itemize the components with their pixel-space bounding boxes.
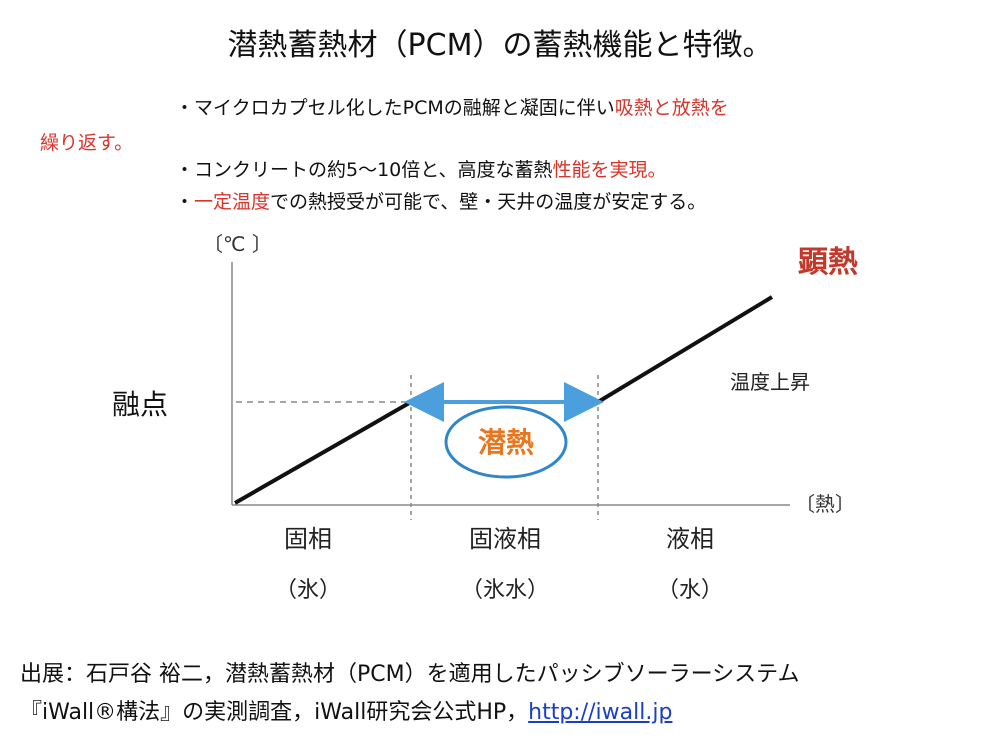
phase-solid-liquid-example: （氷水） bbox=[461, 578, 549, 603]
phase-solid-liquid: 固液相 bbox=[469, 525, 541, 553]
bullet-2: ・コンクリートの約5～10倍と、高度な蓄熱性能を実現。 bbox=[175, 155, 667, 182]
source-link[interactable]: http://iwall.jp bbox=[528, 700, 673, 725]
source-citation: 『iWall®構法』の実測調査，iWall研究会公式HP， bbox=[20, 700, 529, 725]
x-axis-unit: 〔熱〕 bbox=[795, 492, 855, 516]
bullet-2-text: ・コンクリートの約5～10倍と、高度な蓄熱 bbox=[175, 159, 553, 181]
bullet-3-marker: ・ bbox=[175, 191, 195, 213]
bullet-3-text: での熱授受が可能で、壁・天井の温度が安定する。 bbox=[270, 191, 707, 213]
y-axis-unit: 〔℃ 〕 bbox=[203, 232, 272, 256]
latent-heat-label: 潜熱 bbox=[478, 426, 534, 459]
bullet-3: ・一定温度での熱授受が可能で、壁・天井の温度が安定する。 bbox=[175, 187, 706, 214]
bullet-1-highlight: 吸熱と放熱を bbox=[614, 97, 729, 119]
bullet-1-text: ・マイクロカプセル化したPCMの融解と凝固に伴い bbox=[175, 97, 615, 119]
phase-solid: 固相 bbox=[284, 525, 332, 553]
phase-liquid: 液相 bbox=[666, 525, 714, 553]
latent-heat-ellipse bbox=[444, 405, 568, 479]
melting-point-label: 融点 bbox=[112, 388, 168, 421]
sensible-heat-label: 顕熱 bbox=[798, 245, 858, 280]
source-line-2: 『iWall®構法』の実測調査，iWall研究会公式HP，http://iwal… bbox=[20, 694, 672, 726]
liquid-phase-line bbox=[596, 295, 774, 404]
bullet-3-highlight: 一定温度 bbox=[194, 191, 271, 213]
bullet-1-line-1: ・マイクロカプセル化したPCMの融解と凝固に伴い吸熱と放熱を bbox=[175, 93, 729, 120]
bullet-1-line-2: 繰り返す。 bbox=[40, 132, 134, 154]
temperature-rise-label: 温度上昇 bbox=[730, 370, 810, 394]
pcm-phase-diagram: 潜熱 〔℃ 〕 〔熱〕 融点 顕熱 温度上昇 固相 固液相 液相 （氷） （氷水… bbox=[112, 232, 858, 603]
source-line-1: 出展：石戸谷 裕二，潜熱蓄熱材（PCM）を適用したパッシブソーラーシステム bbox=[20, 662, 800, 687]
phase-solid-example: （氷） bbox=[275, 578, 341, 603]
page-title: 潜熱蓄熱材（PCM）の蓄熱機能と特徴。 bbox=[227, 28, 773, 63]
phase-liquid-example: （水） bbox=[657, 578, 723, 603]
bullet-2-highlight: 性能を実現。 bbox=[552, 159, 667, 181]
solid-phase-line bbox=[234, 400, 412, 505]
